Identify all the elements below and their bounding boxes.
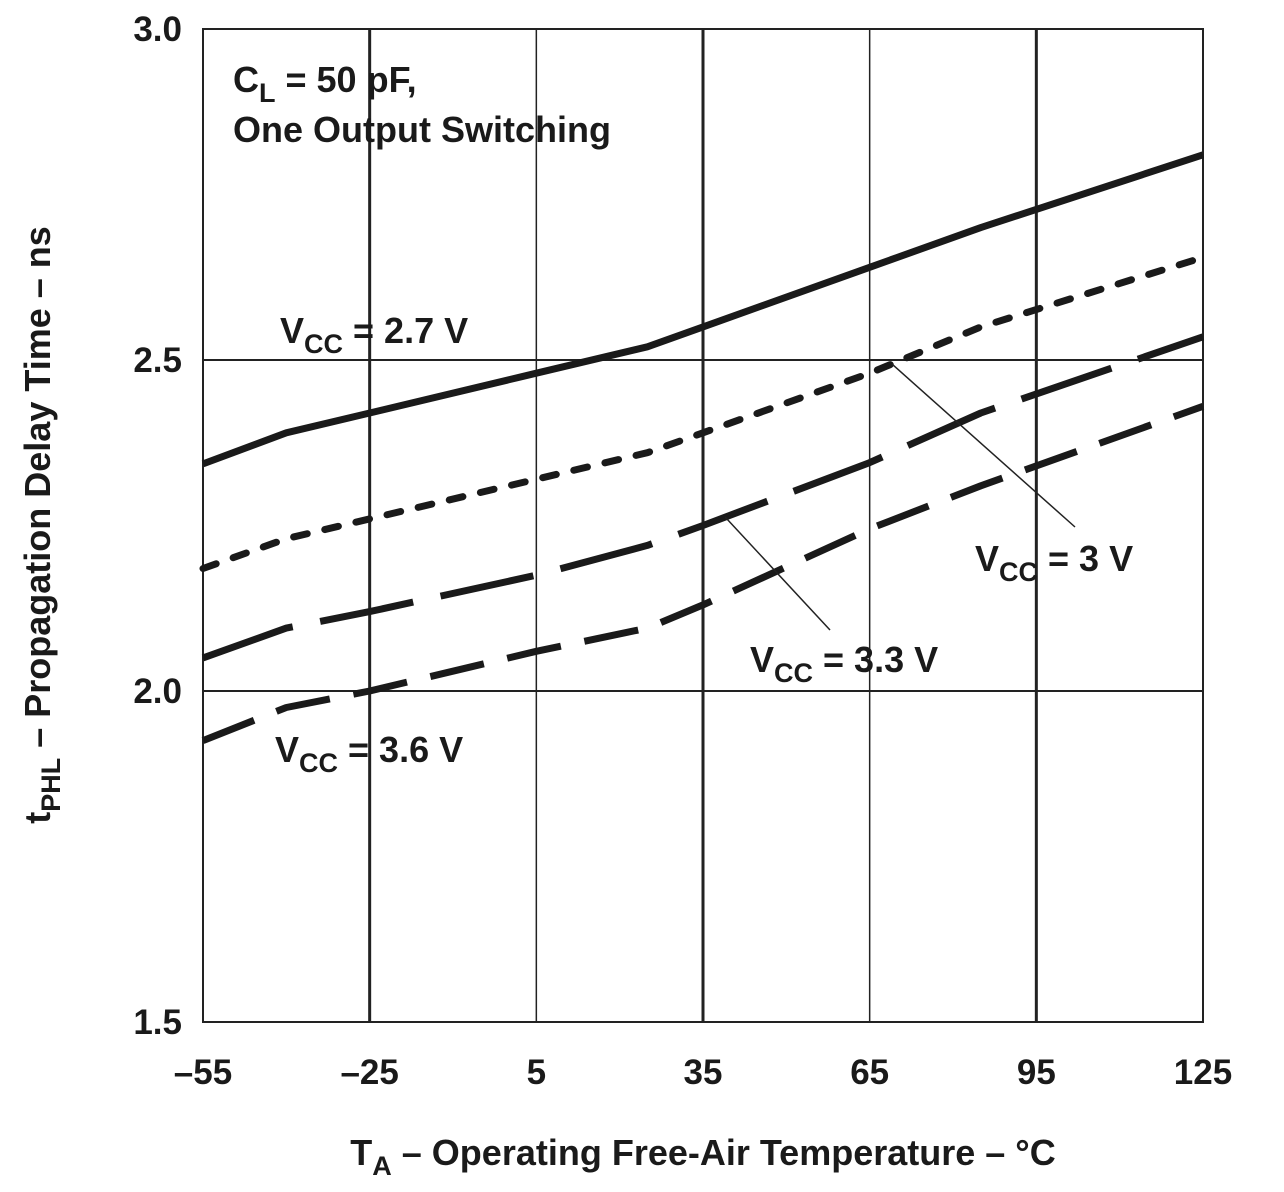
series-line-0 [201, 151, 1205, 468]
y-tick-label: 1.5 [133, 1003, 182, 1042]
series-label-vcc-3-3: VCC = 3.3 V [750, 639, 938, 688]
y-tick-label: 2.0 [133, 672, 182, 711]
x-tick-label: 95 [1017, 1053, 1056, 1092]
condition-load: CL = 50 pF, [233, 59, 417, 108]
series-label-vcc-2-7: VCC = 2.7 V [280, 310, 468, 359]
leader-lines [724, 363, 1076, 631]
x-tick-label: –25 [340, 1053, 398, 1092]
x-tick-label: 125 [1174, 1053, 1232, 1092]
x-axis-title: TA – Operating Free-Air Temperature – °C [350, 1132, 1055, 1181]
series-label-vcc-3-6: VCC = 3.6 V [275, 729, 463, 778]
x-tick-label: 35 [684, 1053, 723, 1092]
x-tick-label: 5 [527, 1053, 546, 1092]
y-axis-title: tPHL – Propagation Delay Time – ns [17, 226, 66, 824]
leader-line-vcc-3-3 [724, 516, 831, 631]
series-line-1 [199, 253, 1207, 572]
series-lines [199, 151, 1207, 744]
x-tick-label: –55 [174, 1053, 232, 1092]
series-label-vcc-3: VCC = 3 V [975, 538, 1133, 587]
tick-labels: –55 –25 5 35 65 95 125 1.5 2.0 2.5 3.0 [133, 10, 1232, 1092]
series-line-3 [201, 403, 1205, 744]
series-line-2 [201, 333, 1205, 662]
condition-switching: One Output Switching [233, 109, 611, 150]
leader-line-vcc-3 [891, 363, 1076, 528]
y-tick-label: 3.0 [133, 10, 182, 49]
y-tick-label: 2.5 [133, 341, 182, 380]
x-tick-label: 65 [850, 1053, 889, 1092]
